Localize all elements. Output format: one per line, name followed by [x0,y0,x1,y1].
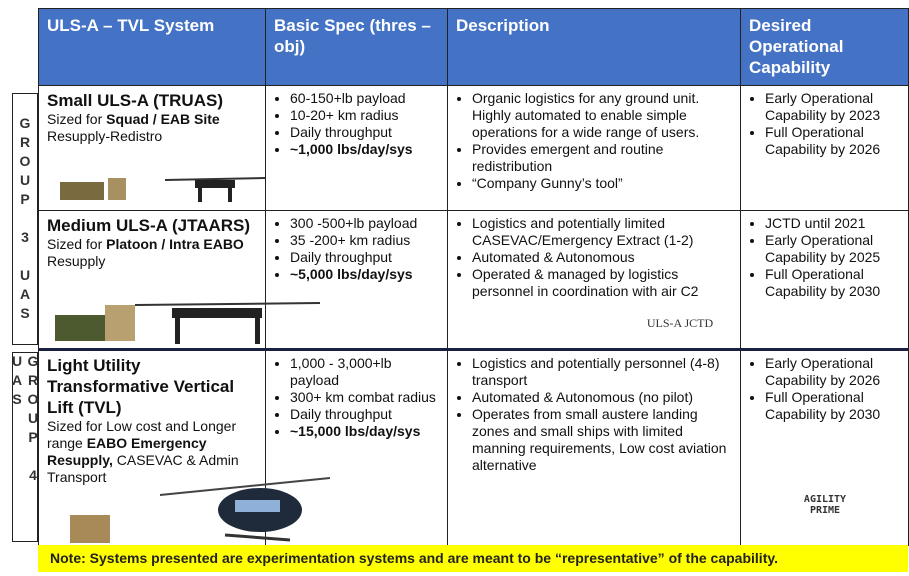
sizing-text: Sized for [47,236,107,252]
description-item: Automated & Autonomous [472,249,732,266]
system-sizing: Sized for Squad / EAB Site Resupply-Redi… [47,111,257,145]
capability-cell: Early Operational Capability by 2026Full… [740,348,909,546]
capability-list: Early Operational Capability by 2023Full… [749,90,900,158]
capability-list: JCTD until 2021Early Operational Capabil… [749,215,900,300]
system-title: Light Utility Transformative Vertical Li… [47,356,235,417]
sizing-text: Sized for Low cost and Longer range [47,418,237,451]
description-item: Provides emergent and routine redistribu… [472,141,732,175]
description-item: Operates from small austere landing zone… [472,406,732,474]
system-sizing: Sized for Platoon / Intra EABO Resupply [47,236,257,270]
spec-item: Daily throughput [290,249,439,266]
description-item: “Company Gunny’s tool” [472,175,732,192]
system-cell: Medium ULS-A (JTAARS) Sized for Platoon /… [38,210,266,349]
system-cell: Light Utility Transformative Vertical Li… [38,348,266,546]
header-cell: ULS-A – TVL System [38,8,266,86]
capability-cell: JCTD until 2021Early Operational Capabil… [740,210,909,349]
spec-list: 1,000 - 3,000+lb payload300+ km combat r… [274,355,439,440]
description-cell: Logistics and potentially limited CASEVA… [447,210,741,349]
capability-item: JCTD until 2021 [765,215,900,232]
spec-item: 1,000 - 3,000+lb payload [290,355,439,389]
sizing-text: Platoon / Intra EABO [106,236,244,252]
capability-item: Early Operational Capability by 2023 [765,90,900,124]
note: Note: Systems presented are experimentat… [38,545,908,572]
header-cell: Desired Operational Capability [740,8,909,86]
sizing-text: Resupply-Redistro [47,128,163,144]
description-list: Organic logistics for any ground unit. H… [456,90,732,192]
sizing-text: EABO Emergency Resupply, [47,435,207,468]
description-item: Logistics and potentially limited CASEVA… [472,215,732,249]
spec-list: 60-150+lb payload10-20+ km radiusDaily t… [274,90,439,158]
capability-list: Early Operational Capability by 2026Full… [749,355,900,423]
sizing-text: Squad / EAB Site [106,111,220,127]
spec-cell: 60-150+lb payload10-20+ km radiusDaily t… [265,85,448,211]
system-title: Medium ULS-A (JTAARS) [47,216,251,235]
group-label: GROUP 4 UAS [9,352,41,542]
spec-list: 300 -500+lb payload35 -200+ km radiusDai… [274,215,439,283]
spec-item: ~5,000 lbs/day/sys [290,266,439,283]
spec-item: Daily throughput [290,124,439,141]
capability-cell: Early Operational Capability by 2023Full… [740,85,909,211]
spec-cell: 1,000 - 3,000+lb payload300+ km combat r… [265,348,448,546]
description-cell: Organic logistics for any ground unit. H… [447,85,741,211]
sizing-text: Sized for [47,111,107,127]
spec-item: Daily throughput [290,406,439,423]
capability-item: Early Operational Capability by 2026 [765,355,900,389]
spec-item: 300 -500+lb payload [290,215,439,232]
spec-cell: 300 -500+lb payload35 -200+ km radiusDai… [265,210,448,349]
spec-item: 60-150+lb payload [290,90,439,107]
description-item: Automated & Autonomous (no pilot) [472,389,732,406]
description-item: Logistics and potentially personnel (4-8… [472,355,732,389]
description-list: Logistics and potentially personnel (4-8… [456,355,732,474]
description-item: Organic logistics for any ground unit. H… [472,90,732,141]
system-title: Small ULS-A (TRUAS) [47,91,223,110]
spec-item: 35 -200+ km radius [290,232,439,249]
group-label: GROUP 3 UAS [12,93,38,345]
capability-item: Full Operational Capability by 2026 [765,124,900,158]
header-cell: Description [447,8,741,86]
sizing-text: Resupply [47,253,106,269]
capability-item: Full Operational Capability by 2030 [765,266,900,300]
spec-item: ~15,000 lbs/day/sys [290,423,439,440]
description-list: Logistics and potentially limited CASEVA… [456,215,732,300]
spec-item: 300+ km combat radius [290,389,439,406]
capability-item: Early Operational Capability by 2025 [765,232,900,266]
description-item: Operated & managed by logistics personne… [472,266,732,300]
system-cell: Small ULS-A (TRUAS) Sized for Squad / EAB… [38,85,266,211]
header-cell: Basic Spec (thres – obj) [265,8,448,86]
spec-item: ~1,000 lbs/day/sys [290,141,439,158]
system-sizing: Sized for Low cost and Longer range EABO… [47,418,257,486]
spec-item: 10-20+ km radius [290,107,439,124]
capability-item: Full Operational Capability by 2030 [765,389,900,423]
sizing-text: CASEVAC & Admin Transport [47,452,239,485]
logo: ULS-A JCTD [646,316,714,330]
logo: AGILITY PRIME [803,494,847,516]
description-cell: Logistics and potentially personnel (4-8… [447,348,741,546]
